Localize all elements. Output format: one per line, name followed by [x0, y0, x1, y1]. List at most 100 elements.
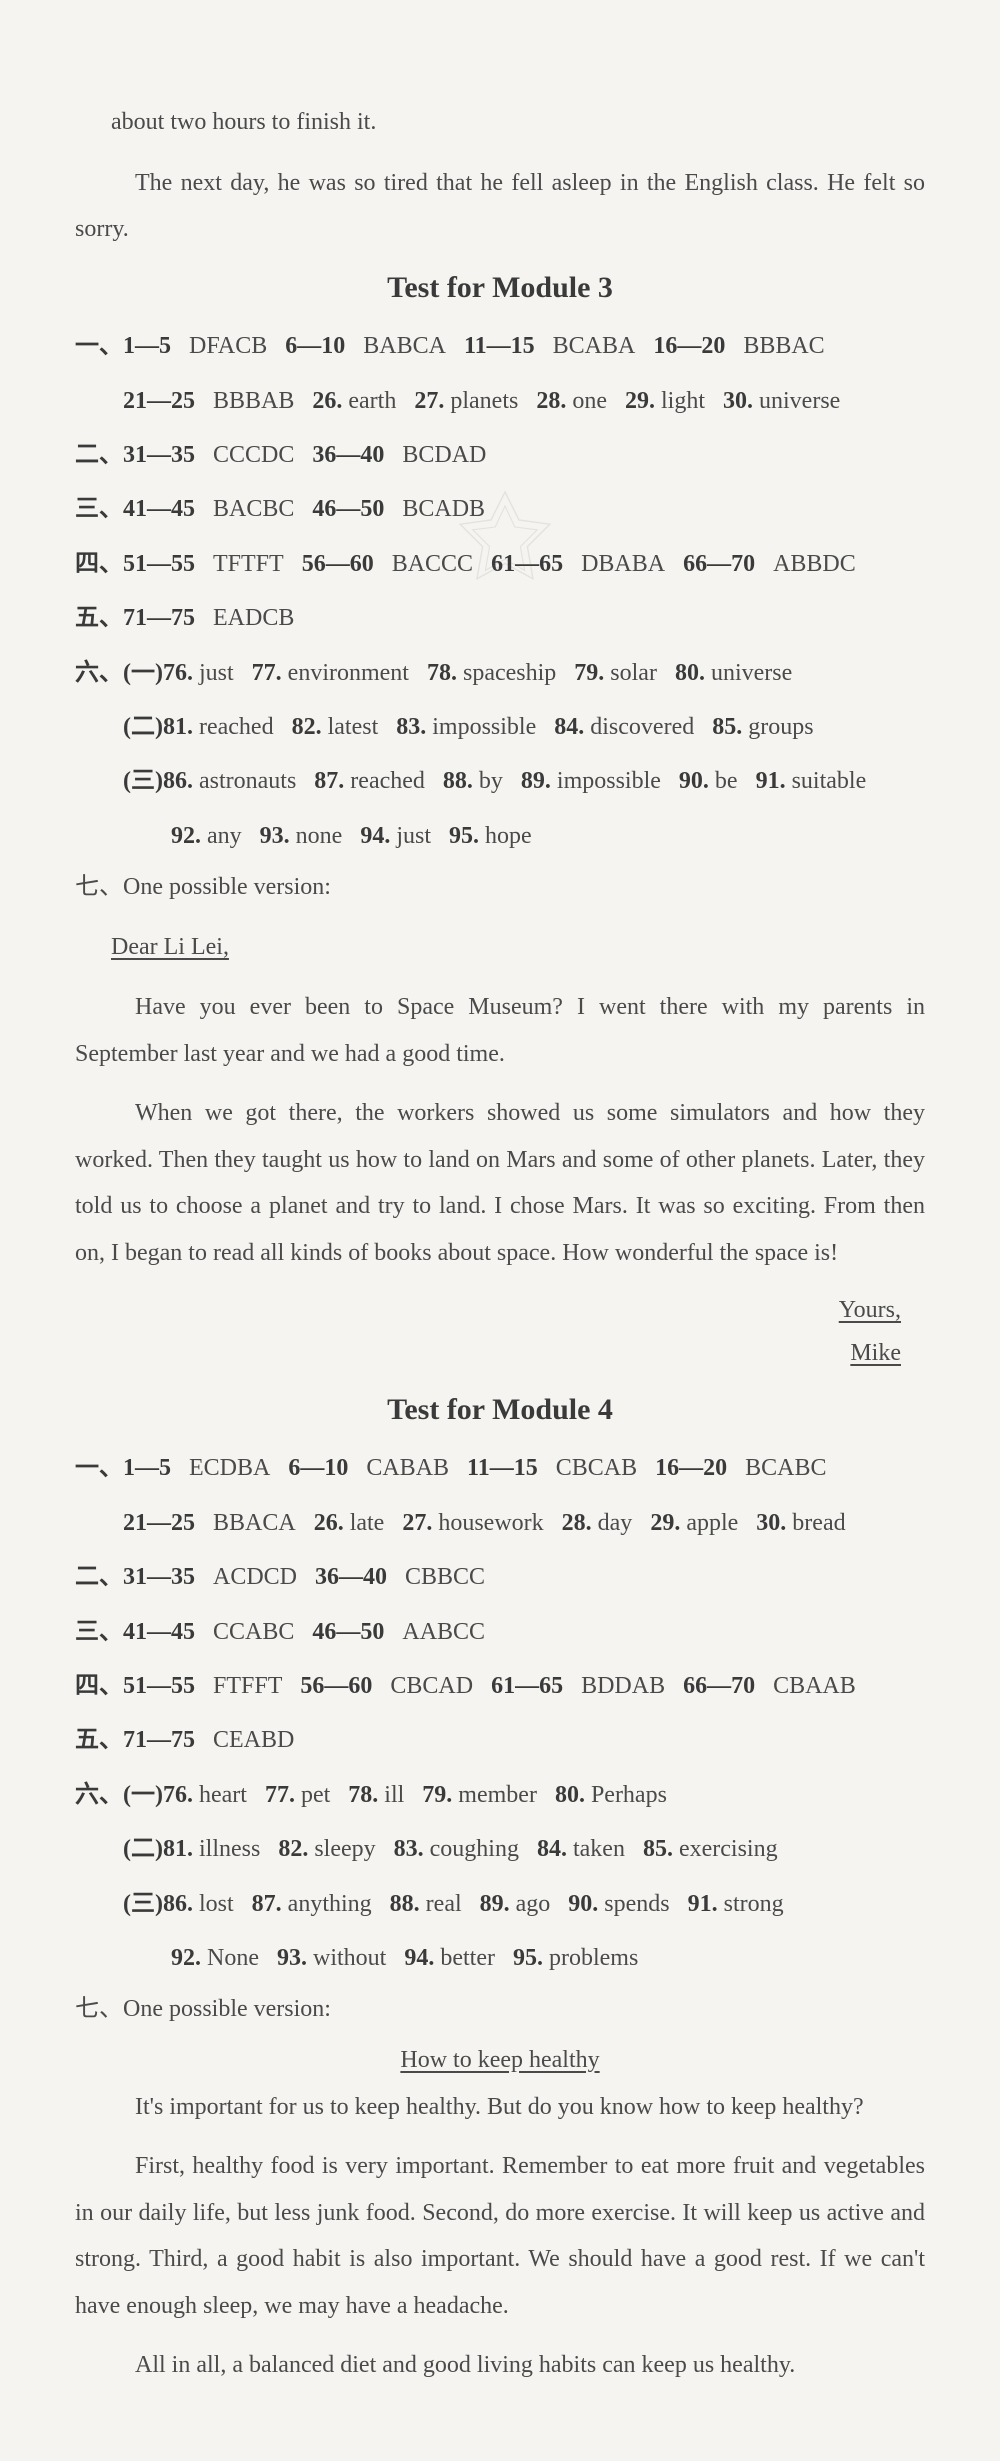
label: 11—15: [464, 333, 535, 359]
label: (三): [123, 1891, 163, 1917]
ans: impossible: [432, 714, 536, 740]
ans: pet: [301, 1782, 330, 1808]
m4-s6-r2: (二)81. illness 82. sleepy 83. coughing 8…: [75, 1824, 925, 1874]
ans: CEABD: [213, 1727, 294, 1753]
label: 三、41—45: [75, 496, 195, 522]
ans: real: [426, 1891, 462, 1917]
label: 89.: [521, 768, 551, 794]
m3-sign-yours: Yours,: [75, 1289, 925, 1332]
label: 16—20: [653, 333, 725, 359]
m3-sign-name: Mike: [75, 1332, 925, 1375]
ans: BCDAD: [402, 442, 486, 468]
label: 78.: [427, 660, 457, 686]
m3-s2-r1: 二、31—35 CCCDC 36—40 BCDAD: [75, 430, 925, 480]
ans: day: [598, 1510, 633, 1536]
ans: better: [440, 1945, 495, 1971]
ans: discovered: [590, 714, 694, 740]
ans: exercising: [679, 1836, 778, 1862]
ans: spends: [604, 1891, 669, 1917]
label: 五、71—75: [75, 1727, 195, 1753]
label: 86.: [163, 1891, 193, 1917]
label: 78.: [348, 1782, 378, 1808]
ans: reached: [199, 714, 274, 740]
ans: bread: [792, 1510, 845, 1536]
label: 30.: [756, 1510, 786, 1536]
ans: BBACA: [213, 1510, 296, 1536]
label: 26.: [314, 1510, 344, 1536]
ans: DFACB: [189, 333, 267, 359]
label: 36—40: [315, 1564, 387, 1590]
ans: FTFFT: [213, 1673, 282, 1699]
ans: BDDAB: [581, 1673, 665, 1699]
ans: BACBC: [213, 496, 294, 522]
ans: BABCA: [363, 333, 446, 359]
ans: suitable: [792, 768, 867, 794]
label: 四、51—55: [75, 551, 195, 577]
m3-s5-r1: 五、71—75 EADCB: [75, 593, 925, 643]
m3-s6-r1: 六、(一)76. just 77. environment 78. spaces…: [75, 648, 925, 698]
label: 87.: [314, 768, 344, 794]
label: 92.: [171, 823, 201, 849]
label: 二、31—35: [75, 1564, 195, 1590]
m3-s6-r3: (三)86. astronauts 87. reached 88. by 89.…: [75, 756, 925, 806]
ans: ECDBA: [189, 1455, 270, 1481]
ans: BACCC: [392, 551, 473, 577]
m3-letter-p2: When we got there, the workers showed us…: [75, 1090, 925, 1277]
ans: earth: [348, 388, 396, 414]
label: 56—60: [302, 551, 374, 577]
ans: latest: [328, 714, 379, 740]
label: 90.: [568, 1891, 598, 1917]
label: 27.: [402, 1510, 432, 1536]
label: 五、71—75: [75, 605, 195, 631]
ans: ago: [516, 1891, 551, 1917]
ans: BBBAB: [213, 388, 294, 414]
ans: none: [296, 823, 343, 849]
ans: illness: [199, 1836, 260, 1862]
ans: planets: [450, 388, 518, 414]
label: 28.: [562, 1510, 592, 1536]
label: 84.: [554, 714, 584, 740]
m3-letter-greeting: Dear Li Lei,: [75, 925, 925, 971]
label: 94.: [360, 823, 390, 849]
label: 29.: [650, 1510, 680, 1536]
label: 16—20: [655, 1455, 727, 1481]
ans: groups: [748, 714, 813, 740]
m3-letter-p1: Have you ever been to Space Museum? I we…: [75, 984, 925, 1078]
label: 90.: [679, 768, 709, 794]
ans: late: [350, 1510, 385, 1536]
label: 26.: [312, 388, 342, 414]
m4-essay-p3: All in all, a balanced diet and good liv…: [75, 2342, 925, 2389]
label: 82.: [292, 714, 322, 740]
ans: astronauts: [199, 768, 296, 794]
label: 一、1—5: [75, 1455, 171, 1481]
ans: any: [207, 823, 242, 849]
ans: DBABA: [581, 551, 665, 577]
m3-s7-head: 七、One possible version:: [75, 865, 925, 911]
m4-s5-r1: 五、71—75 CEABD: [75, 1715, 925, 1765]
label: 93.: [260, 823, 290, 849]
m4-s1-r1: 一、1—5 ECDBA 6—10 CABAB 11—15 CBCAB 16—20…: [75, 1443, 925, 1493]
intro-line-2: The next day, he was so tired that he fe…: [75, 160, 925, 254]
m4-s7-head: 七、One possible version:: [75, 1987, 925, 2033]
label: 21—25: [123, 1510, 195, 1536]
m3-s4-r1: 四、51—55 TFTFT 56—60 BACCC 61—65 DBABA 66…: [75, 539, 925, 589]
label: 91.: [688, 1891, 718, 1917]
ans: be: [715, 768, 738, 794]
label: 四、51—55: [75, 1673, 195, 1699]
label: 83.: [394, 1836, 424, 1862]
m4-essay-p1: It's important for us to keep healthy. B…: [75, 2084, 925, 2131]
ans: just: [199, 660, 234, 686]
label: (三): [123, 768, 163, 794]
label: 28.: [536, 388, 566, 414]
label: 83.: [396, 714, 426, 740]
label: 6—10: [285, 333, 345, 359]
essay-title-text: How to keep healthy: [400, 2047, 599, 2073]
label: 29.: [625, 388, 655, 414]
ans: reached: [350, 768, 425, 794]
ans: ABBDC: [773, 551, 856, 577]
ans: lost: [199, 1891, 234, 1917]
ans: housework: [438, 1510, 543, 1536]
label: 82.: [278, 1836, 308, 1862]
label: 93.: [277, 1945, 307, 1971]
label: 77.: [265, 1782, 295, 1808]
